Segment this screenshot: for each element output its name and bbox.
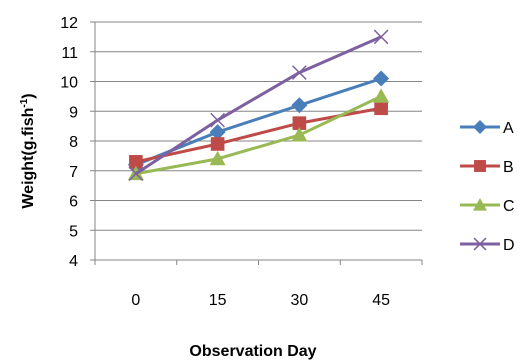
legend-label: D [503,237,515,254]
y-tick-label: 7 [69,164,78,181]
marker-x [292,65,307,80]
series-line [135,95,382,176]
y-tick-label: 5 [69,223,78,240]
legend-item-D: D [460,237,515,254]
x-axis-title: Observation Day [189,343,316,360]
y-tick-label: 12 [60,15,78,32]
x-tick-label: 45 [372,292,390,309]
marker-square [474,160,486,172]
series-A [127,70,390,173]
series-group [127,29,390,182]
series-line [135,35,382,175]
legend-label: A [503,120,514,137]
x-tick-labels: 0 15 30 45 [131,292,390,309]
y-tick-label: 8 [69,134,78,151]
y-axis-title: Weight(g.fish-1) [19,93,37,208]
marker-diamond [291,97,308,114]
x-tick-label: 0 [131,292,140,309]
y-axis-title-superscript: -1 [19,98,30,107]
y-tick-label: 6 [69,194,78,211]
marker-x [128,166,144,182]
y-tick-labels: 4 5 6 7 8 9 10 11 12 [60,15,78,270]
marker-x [473,237,487,251]
y-axis-title-main: Weight(g.fish [20,108,37,209]
marker-diamond [209,124,226,141]
y-tick-label: 4 [69,253,78,270]
marker-square [129,155,143,169]
x-tick-label: 15 [209,292,227,309]
legend-label: B [503,159,514,176]
gridlines [95,21,422,261]
marker-square [374,101,388,116]
marker-x [210,112,225,128]
y-axis-title-suffix: ) [20,93,37,98]
axes [90,21,423,265]
marker-triangle [209,150,226,166]
y-tick-label: 10 [60,75,78,92]
marker-triangle [291,127,308,142]
series-line [135,77,382,167]
series-line [135,106,382,164]
marker-square [292,116,307,130]
legend-item-B: B [460,159,514,176]
marker-diamond [473,120,487,134]
legend-item-A: A [460,120,514,137]
legend-item-C: C [460,198,515,215]
legend: A B C D [460,120,515,254]
series-D [128,29,389,182]
marker-square [210,137,225,151]
marker-x [373,29,389,45]
x-tick-label: 30 [290,292,308,309]
y-tick-label: 9 [69,104,78,121]
y-tick-label: 11 [61,45,78,62]
marker-diamond [373,70,390,87]
marker-triangle [473,198,487,211]
marker-triangle [373,88,390,103]
legend-label: C [503,198,515,215]
